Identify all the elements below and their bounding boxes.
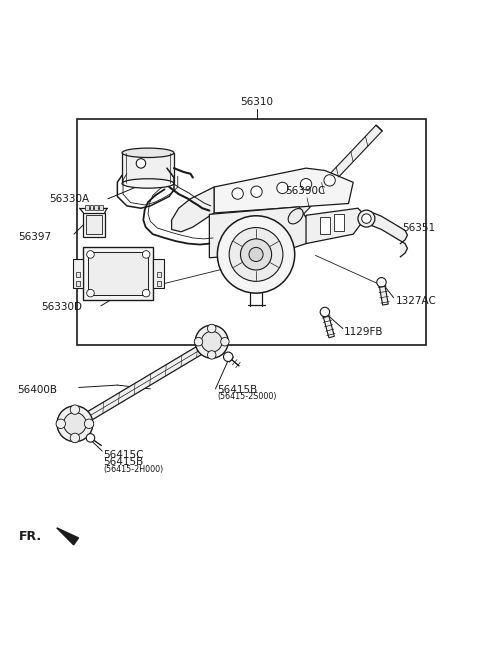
Bar (76, 272, 80, 277)
Circle shape (87, 251, 94, 258)
Text: 56390C: 56390C (285, 186, 325, 196)
Text: 1327AC: 1327AC (396, 296, 436, 306)
Circle shape (324, 175, 335, 186)
Circle shape (70, 405, 80, 415)
Text: 56310: 56310 (240, 97, 273, 107)
Bar (157, 281, 161, 286)
Bar (88, 252, 148, 296)
Bar (85, 205, 89, 210)
Ellipse shape (122, 179, 174, 188)
Circle shape (277, 182, 288, 194)
Text: 56330D: 56330D (41, 302, 82, 312)
Circle shape (240, 239, 272, 270)
Bar (320, 217, 330, 234)
Text: 56351: 56351 (402, 223, 435, 233)
Polygon shape (322, 311, 335, 338)
Polygon shape (57, 528, 79, 545)
Bar (99, 205, 103, 210)
Bar (157, 272, 161, 277)
Circle shape (251, 186, 262, 197)
Circle shape (143, 289, 150, 297)
Circle shape (377, 277, 386, 287)
Ellipse shape (288, 208, 303, 224)
Polygon shape (172, 187, 214, 232)
Text: 56415B: 56415B (103, 457, 144, 466)
Bar (94, 205, 98, 210)
Circle shape (229, 227, 283, 281)
Circle shape (136, 159, 145, 168)
Bar (84, 248, 153, 300)
Bar (77, 119, 426, 345)
Circle shape (224, 352, 233, 361)
Circle shape (84, 419, 94, 428)
Text: 56415B: 56415B (217, 385, 258, 395)
Circle shape (217, 215, 295, 293)
Circle shape (194, 338, 203, 346)
Circle shape (232, 188, 243, 199)
Circle shape (249, 248, 263, 261)
Text: 56330A: 56330A (49, 194, 89, 204)
Bar (153, 259, 164, 288)
Text: 56415C: 56415C (103, 450, 144, 460)
Text: 1129FB: 1129FB (344, 327, 383, 337)
Ellipse shape (122, 148, 174, 158)
Circle shape (358, 210, 375, 227)
Text: 56397: 56397 (18, 231, 51, 242)
Bar (86, 215, 102, 234)
Circle shape (63, 413, 86, 435)
Circle shape (207, 325, 216, 332)
Circle shape (87, 289, 94, 297)
Circle shape (207, 351, 216, 359)
Circle shape (300, 179, 312, 190)
Bar (122, 153, 174, 183)
Bar (335, 214, 344, 231)
Polygon shape (72, 340, 213, 429)
Circle shape (70, 433, 80, 443)
Bar (84, 213, 105, 237)
Text: 56400B: 56400B (17, 385, 57, 395)
Polygon shape (379, 282, 388, 305)
Text: (56415-2H000): (56415-2H000) (103, 464, 164, 474)
Circle shape (56, 419, 65, 428)
Circle shape (143, 251, 150, 258)
Circle shape (320, 307, 330, 317)
Bar (73, 259, 84, 288)
Polygon shape (209, 207, 311, 258)
Polygon shape (293, 125, 382, 219)
Circle shape (221, 338, 229, 346)
Circle shape (362, 214, 371, 223)
Polygon shape (306, 208, 362, 244)
Text: (56415-2S000): (56415-2S000) (217, 392, 277, 401)
Circle shape (201, 331, 222, 352)
Polygon shape (214, 168, 353, 213)
Circle shape (57, 406, 93, 442)
Text: FR.: FR. (19, 530, 42, 543)
Circle shape (195, 325, 228, 358)
Circle shape (86, 434, 95, 442)
Bar (90, 205, 93, 210)
Bar (76, 281, 80, 286)
